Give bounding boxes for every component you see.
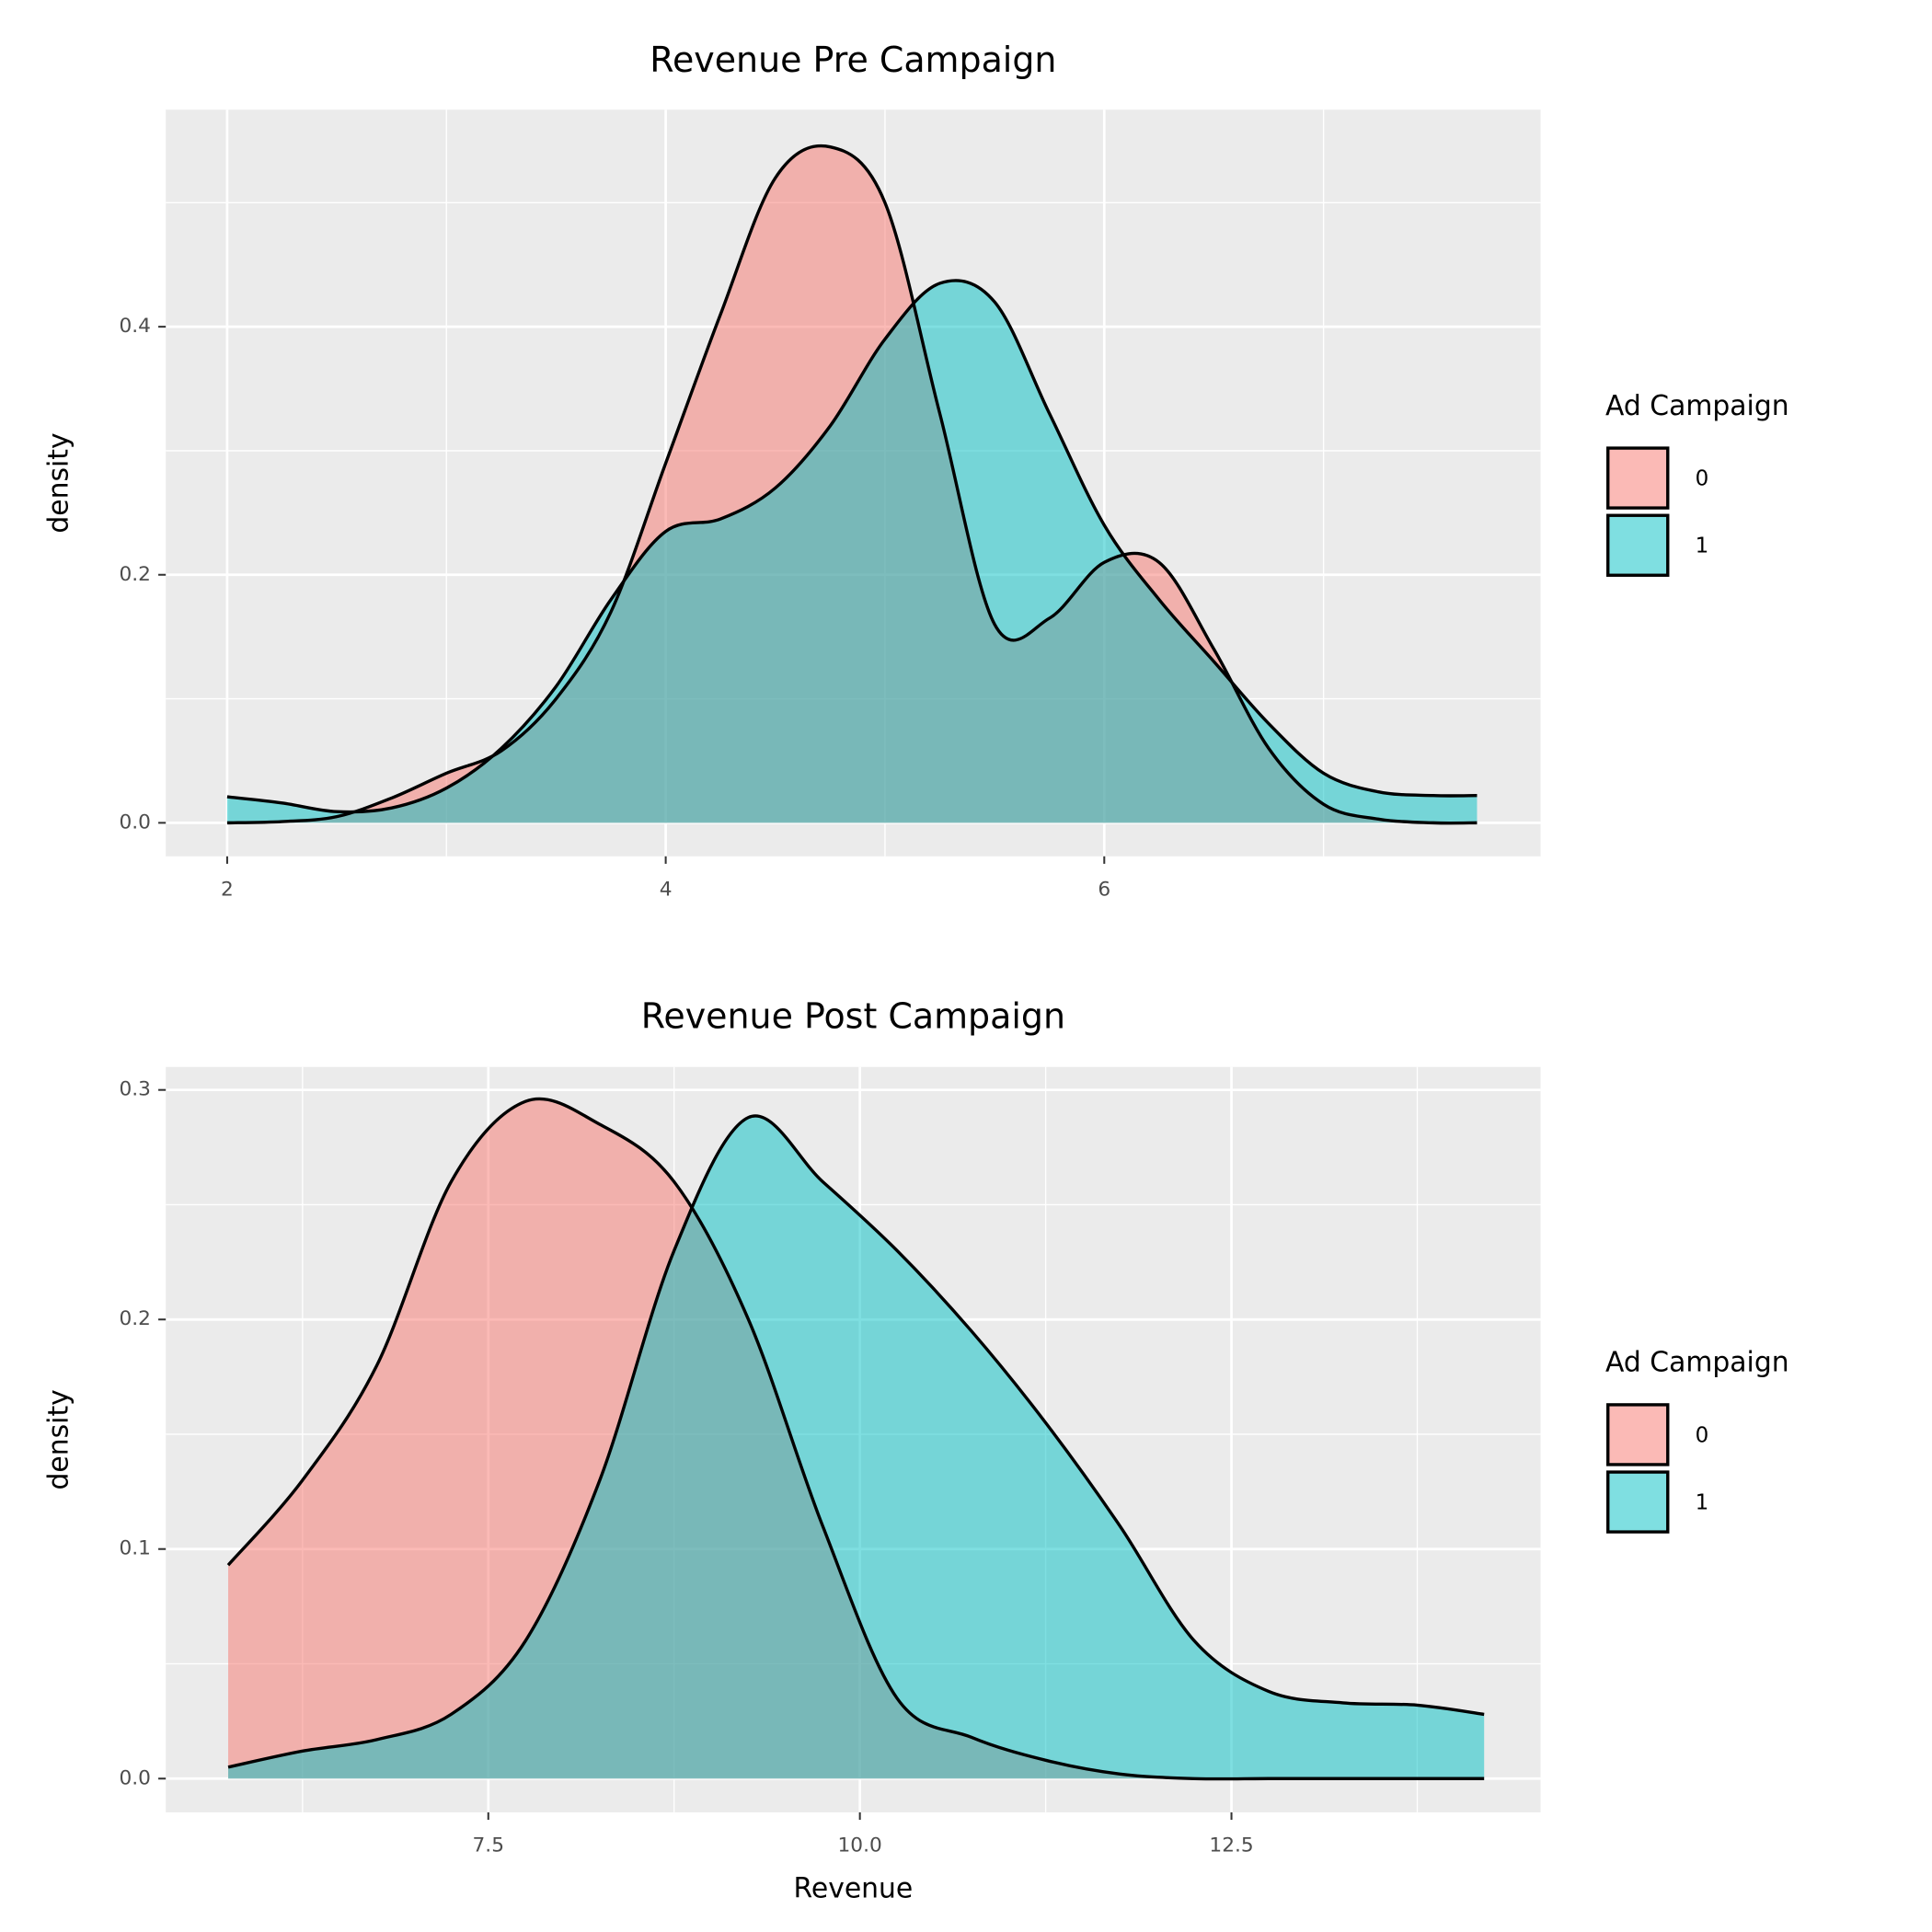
x-tick-label: 7.5 [473, 1834, 504, 1857]
y-tick-label: 0.1 [119, 1537, 150, 1560]
y-axis-label: density [43, 1389, 75, 1489]
x-tick-label: 12.5 [1209, 1834, 1253, 1857]
chart-title: Revenue Post Campaign [641, 995, 1065, 1036]
x-tick-label: 10.0 [838, 1834, 882, 1857]
x-tick-label: 2 [221, 878, 234, 901]
x-tick-label: 6 [1098, 878, 1110, 901]
legend-key [1606, 513, 1670, 577]
panel: 0.0 0.2 0.4 2 4 6 Revenue Pre Campaign density A… [43, 40, 1789, 901]
density-outline [226, 279, 1478, 814]
x-tick-label: 4 [660, 878, 673, 901]
legend-title: Ad Campaign [1605, 390, 1789, 422]
chart-title: Revenue Pre Campaign [650, 40, 1056, 80]
legend-title: Ad Campaign [1605, 1347, 1789, 1379]
panel: 0.0 0.1 0.2 0.3 7.5 10.0 12.5 Revenue Post Camp… [43, 995, 1789, 1904]
y-tick-label: 0.2 [119, 1307, 150, 1330]
legend-key [1606, 1470, 1670, 1534]
density-outline [226, 144, 1478, 825]
density-area [226, 280, 1478, 823]
legend-key [1606, 446, 1670, 510]
y-tick-label: 0.0 [119, 1766, 150, 1789]
legend-label: 0 [1696, 1423, 1709, 1447]
legend-label: 0 [1696, 466, 1709, 490]
legend-label: 1 [1696, 1490, 1709, 1514]
y-tick-label: 0.2 [119, 563, 150, 586]
y-tick-label: 0.0 [119, 811, 150, 834]
legend-label: 1 [1696, 535, 1709, 558]
legend-key [1606, 1403, 1670, 1466]
y-tick-label: 0.4 [119, 315, 150, 338]
x-axis-label: Revenue [794, 1872, 914, 1904]
y-tick-label: 0.3 [119, 1078, 150, 1101]
density-outline [227, 1114, 1485, 1769]
y-axis-label: density [43, 432, 75, 533]
density-outline [226, 1097, 1485, 1781]
